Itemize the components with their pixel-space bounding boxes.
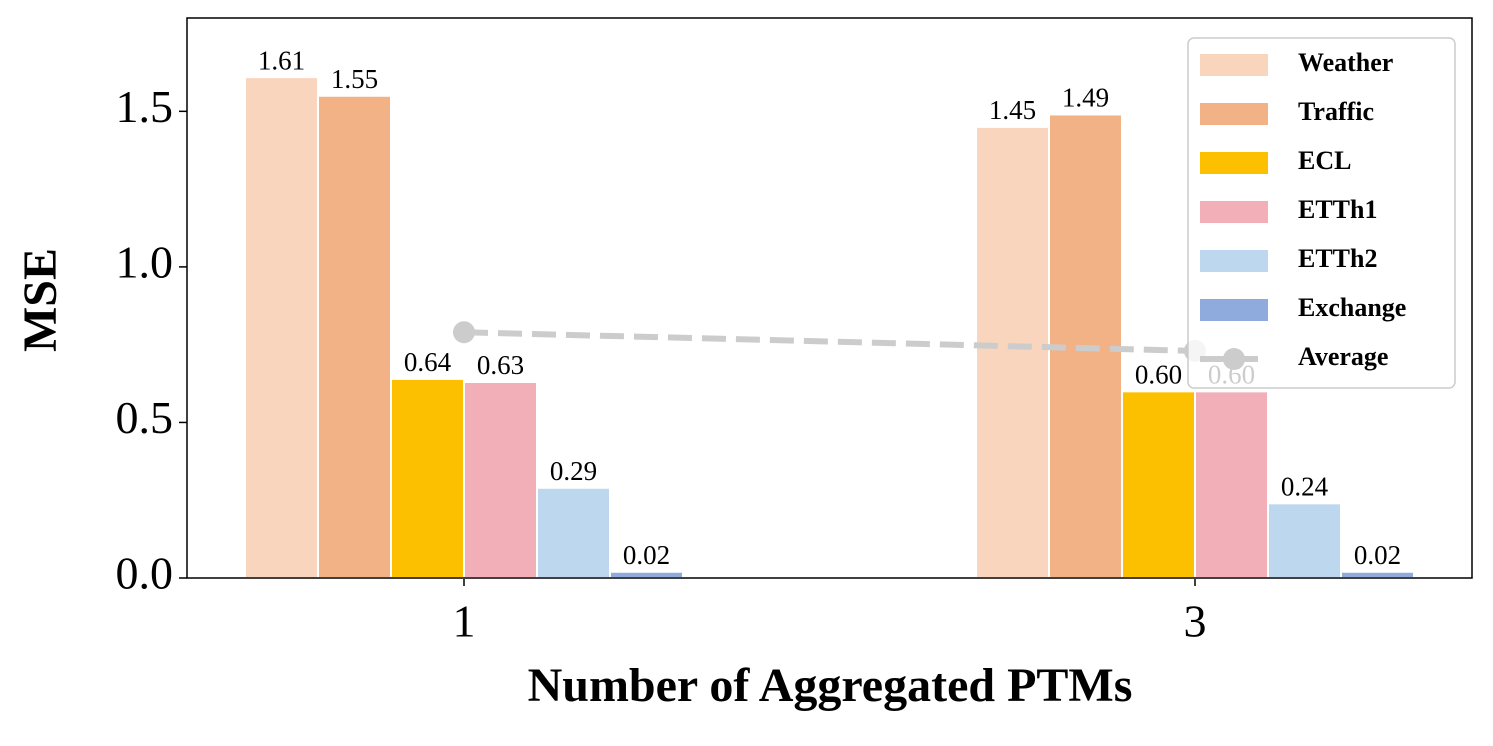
data-label: 0.02 (623, 540, 670, 570)
y-tick-label: 1.0 (116, 236, 174, 287)
data-label: 0.29 (550, 456, 597, 486)
legend-marker (1223, 348, 1245, 370)
data-label: 0.02 (1354, 540, 1401, 570)
data-label: 0.24 (1281, 472, 1329, 502)
bar (244, 76, 319, 579)
data-label: 0.60 (1135, 360, 1182, 390)
average-line (463, 329, 1196, 354)
legend-label: Exchange (1298, 293, 1406, 322)
bar (975, 125, 1050, 579)
data-label: 1.45 (989, 95, 1036, 125)
legend-swatch (1200, 250, 1268, 272)
average-point (453, 321, 475, 344)
x-tick-label: 1 (453, 596, 476, 647)
data-label: 0.63 (477, 350, 524, 380)
plot-frame (186, 17, 1473, 579)
legend-swatch (1200, 103, 1268, 125)
legend-label: Average (1298, 342, 1388, 371)
bar (1121, 390, 1196, 580)
x-axis-label: Number of Aggregated PTMs (528, 659, 1133, 712)
legend-swatch (1200, 152, 1268, 174)
legend-swatch (1200, 299, 1268, 321)
bar (463, 381, 538, 579)
data-label: 1.55 (331, 64, 378, 94)
bar (390, 377, 465, 579)
data-label: 0.64 (404, 347, 452, 377)
legend: Weather Traffic ECL ETTh1 ETTh2 Exchange Avera… (1187, 37, 1456, 389)
bar (1340, 570, 1415, 579)
legend-swatch (1200, 201, 1268, 223)
bar (536, 486, 611, 579)
bar (609, 570, 684, 579)
legend-label: Traffic (1298, 97, 1374, 126)
legend-label: Weather (1298, 48, 1393, 77)
data-label: 1.49 (1062, 83, 1109, 113)
y-tick-label: 0.5 (116, 392, 174, 443)
legend-label: ETTh1 (1298, 195, 1378, 224)
bar (1194, 390, 1269, 580)
data-label: 1.61 (258, 45, 305, 75)
legend-label: ETTh2 (1298, 244, 1378, 273)
y-axis-label: MSE (14, 248, 67, 352)
y-tick-label: 0.0 (116, 548, 174, 599)
y-tick-label: 1.5 (116, 81, 174, 132)
legend-label: ECL (1298, 146, 1351, 175)
x-tick-label: 3 (1184, 596, 1207, 647)
bar (1267, 502, 1342, 580)
bar (317, 94, 392, 580)
legend-swatch (1200, 54, 1268, 76)
